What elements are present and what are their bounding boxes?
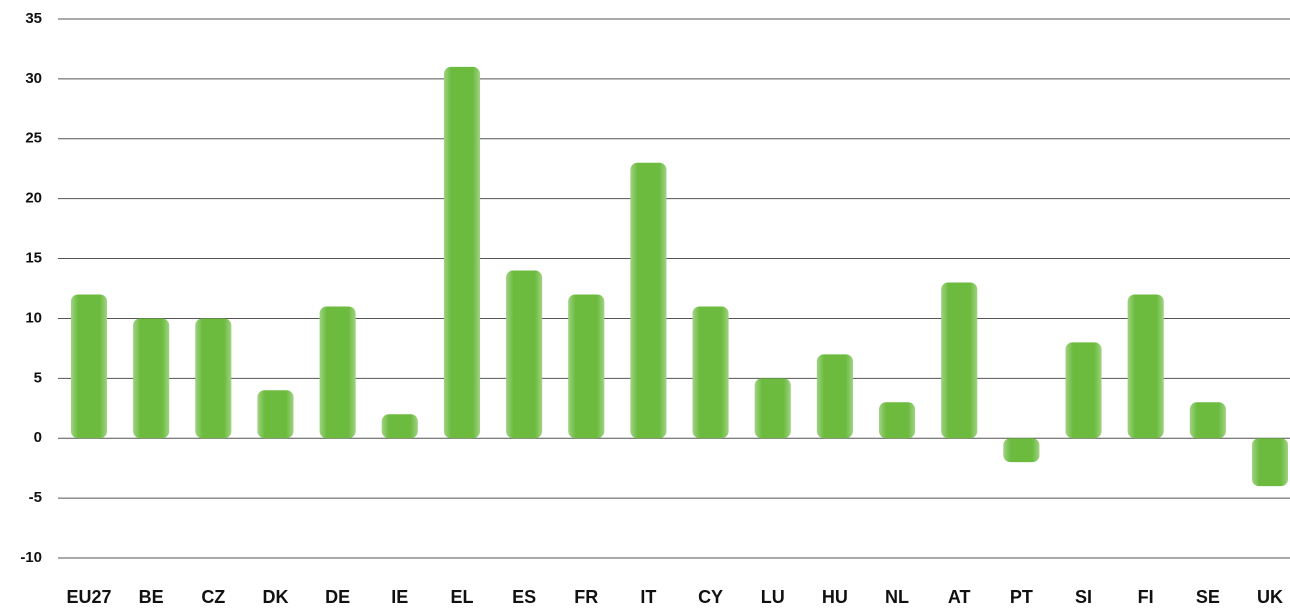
bar-shine	[1252, 438, 1288, 487]
bar-shine	[1065, 342, 1102, 439]
bar-shine	[381, 414, 418, 439]
bar-shine	[1003, 438, 1040, 463]
x-tick-label: PT	[1010, 587, 1033, 607]
x-tick-label: DE	[325, 587, 350, 607]
x-tick-label: AT	[948, 587, 971, 607]
y-tick-label: -10	[20, 549, 42, 566]
x-tick-label: ES	[512, 587, 536, 607]
bar	[195, 318, 232, 439]
y-tick-label: -5	[29, 489, 42, 506]
x-tick-label: SI	[1075, 587, 1092, 607]
bar-shine	[319, 306, 356, 439]
bar	[443, 66, 480, 439]
bar-shine	[506, 270, 543, 439]
bar	[692, 306, 729, 439]
y-tick-label: 15	[25, 250, 42, 267]
bar	[257, 390, 294, 439]
bar	[133, 318, 170, 439]
x-tick-label: UK	[1257, 587, 1283, 607]
bar	[754, 378, 791, 439]
bar	[319, 306, 356, 439]
y-tick-label: 10	[25, 309, 42, 326]
y-tick-label: 35	[25, 10, 42, 27]
bar	[941, 282, 978, 439]
bar-shine	[257, 390, 294, 439]
x-tick-label: NL	[885, 587, 909, 607]
y-tick-label: 5	[34, 369, 42, 386]
bar-shine	[941, 282, 978, 439]
y-tick-label: 0	[34, 429, 42, 446]
x-tick-label: EL	[450, 587, 473, 607]
x-tick-label: CY	[698, 587, 723, 607]
bar	[816, 354, 853, 439]
bar-shine	[443, 66, 480, 439]
x-tick-label: LU	[761, 587, 785, 607]
bar	[568, 294, 605, 439]
y-tick-label: 30	[25, 70, 42, 87]
x-tick-label: FI	[1138, 587, 1154, 607]
x-tick-label: EU27	[66, 587, 111, 607]
x-tick-label: FR	[574, 587, 598, 607]
bar-shine	[1189, 402, 1226, 439]
bar-shine	[692, 306, 729, 439]
bar	[381, 414, 418, 439]
bar-shine	[133, 318, 170, 439]
bar-shine	[195, 318, 232, 439]
bar-shine	[568, 294, 605, 439]
x-tick-label: IT	[640, 587, 656, 607]
x-tick-label: HU	[822, 587, 848, 607]
bar-shine	[754, 378, 791, 439]
bar-shine	[1127, 294, 1164, 439]
bar	[1065, 342, 1102, 439]
x-tick-label: IE	[391, 587, 408, 607]
bar	[506, 270, 543, 439]
bar	[879, 402, 916, 439]
x-tick-label: CZ	[201, 587, 225, 607]
bar	[1003, 438, 1040, 463]
bar	[71, 294, 107, 439]
bar	[1252, 438, 1288, 487]
x-tick-label: DK	[262, 587, 288, 607]
x-tick-label: BE	[139, 587, 164, 607]
bar-shine	[816, 354, 853, 439]
y-tick-label: 20	[25, 190, 42, 207]
y-tick-label: 25	[25, 130, 42, 147]
bar-shine	[879, 402, 916, 439]
bar	[1189, 402, 1226, 439]
x-tick-label: SE	[1196, 587, 1220, 607]
bar	[1127, 294, 1164, 439]
bar	[630, 162, 667, 439]
bar-shine	[71, 294, 107, 439]
bar-shine	[630, 162, 667, 439]
